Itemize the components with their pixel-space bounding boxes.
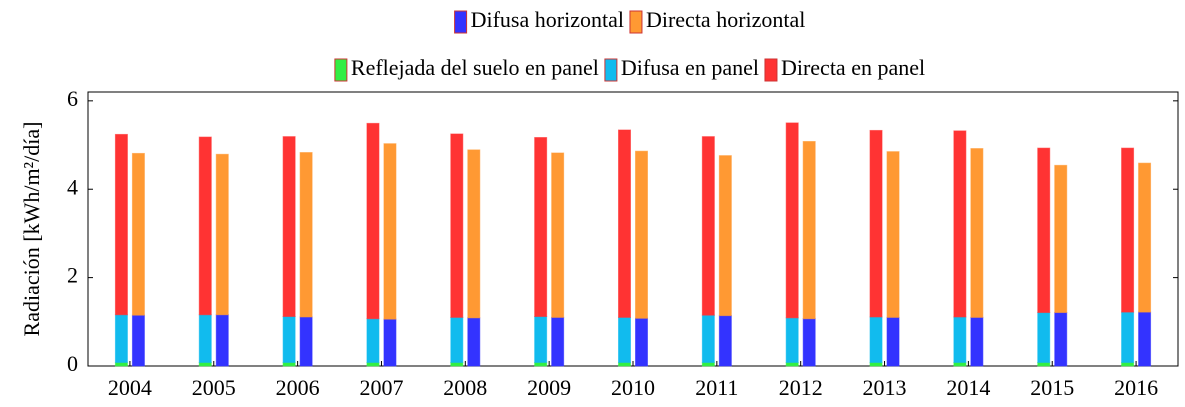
y-axis-label: Radiación [kWh/m²/día] [19, 122, 44, 337]
bar-segment [282, 136, 296, 318]
legend-label: Directa en panel [781, 55, 925, 80]
bar-segment [198, 361, 212, 367]
bar-segment [282, 361, 296, 367]
bar-segment [886, 151, 900, 318]
legend-swatch [454, 10, 468, 34]
bar-segment [114, 133, 128, 316]
bar-segment [718, 155, 732, 317]
y-tick-label: 0 [67, 351, 78, 376]
legend-row: Reflejada del suelo en panel Difusa en pa… [334, 55, 925, 82]
bar-segment [467, 149, 481, 319]
x-tick-label: 2010 [611, 375, 655, 400]
x-tick-label: 2008 [443, 375, 487, 400]
bar-segment [1138, 311, 1152, 367]
legend-swatch [604, 58, 618, 82]
legend-label: Difusa horizontal [471, 7, 624, 32]
bar-segment [1037, 361, 1051, 367]
legend-swatch [334, 58, 348, 82]
legend-label: Directa horizontal [646, 7, 805, 32]
bar-segment [450, 133, 464, 318]
x-tick-label: 2004 [108, 375, 152, 400]
bar-segment [970, 148, 984, 318]
bar-segment [450, 361, 464, 367]
legend-swatch [629, 10, 643, 34]
bar-segment [198, 136, 212, 316]
bar-segment [635, 150, 648, 319]
bar-segment [618, 129, 631, 318]
y-tick-label: 4 [67, 174, 78, 199]
bar-segment [869, 361, 883, 367]
bar-segment [1121, 361, 1135, 367]
bar-segment [198, 314, 212, 363]
bar-segment [953, 316, 967, 363]
bar-segment [551, 316, 565, 367]
bar-segment [467, 317, 481, 367]
bar-segment [802, 140, 816, 320]
legend-label: Difusa en panel [621, 55, 759, 80]
y-tick-label: 6 [67, 86, 78, 111]
bar-segment [450, 316, 464, 363]
bar-segment [299, 316, 313, 367]
bar-segment [618, 316, 631, 363]
bar-segment [1037, 312, 1051, 363]
bar-segment [869, 129, 883, 318]
bar-segment [701, 314, 715, 363]
x-tick-label: 2016 [1114, 375, 1158, 400]
bar-segment [618, 361, 631, 367]
bar-segment [114, 361, 128, 367]
x-tick-label: 2011 [695, 375, 738, 400]
bar-segment [785, 122, 799, 319]
x-tick-label: 2009 [527, 375, 571, 400]
x-tick-label: 2014 [946, 375, 990, 400]
x-tick-label: 2006 [276, 375, 320, 400]
bar-segment [114, 314, 128, 363]
bar-segment [366, 361, 380, 367]
legend-swatch [764, 58, 778, 82]
bar-segment [551, 152, 565, 318]
x-tick-label: 2012 [779, 375, 823, 400]
plot-frame [87, 91, 1179, 367]
bar-segment [701, 361, 715, 367]
x-tick-label: 2005 [192, 375, 236, 400]
bar-segment [215, 314, 229, 367]
bar-segment [282, 316, 296, 363]
bar-segment [635, 317, 648, 367]
bar-segment [1121, 147, 1135, 313]
bar-segment [953, 361, 967, 367]
x-tick-label: 2013 [863, 375, 907, 400]
bar-segment [131, 152, 145, 316]
y-tick-label: 2 [67, 263, 78, 288]
x-tick-label: 2015 [1030, 375, 1074, 400]
x-tick-label: 2007 [359, 375, 403, 400]
bar-segment [953, 130, 967, 318]
bar-segment [131, 314, 145, 367]
bar-segment [299, 152, 313, 318]
bar-segment [534, 137, 548, 318]
bar-segment [802, 318, 816, 367]
bar-segment [970, 316, 984, 367]
bar-segment [366, 122, 380, 320]
bar-segment [534, 316, 548, 363]
bar-segment [534, 361, 548, 367]
bar-segment [886, 316, 900, 367]
bar-segment [383, 143, 397, 320]
bar-segment [1037, 147, 1051, 314]
bar-segment [785, 361, 799, 367]
bar-segment [1054, 312, 1068, 367]
bar-segment [869, 316, 883, 363]
bar-segment [1121, 311, 1135, 363]
bar-segment [701, 136, 715, 316]
bar-segment [1138, 162, 1152, 313]
legend-label: Reflejada del suelo en panel [351, 55, 599, 80]
bar-segment [366, 318, 380, 363]
bar-segment [383, 318, 397, 367]
bar-segment [215, 153, 229, 316]
bar-segment [718, 315, 732, 367]
bar-segment [785, 317, 799, 363]
bar-segment [1054, 164, 1068, 314]
legend-row: Difusa horizontal Directa horizontal [454, 7, 805, 34]
